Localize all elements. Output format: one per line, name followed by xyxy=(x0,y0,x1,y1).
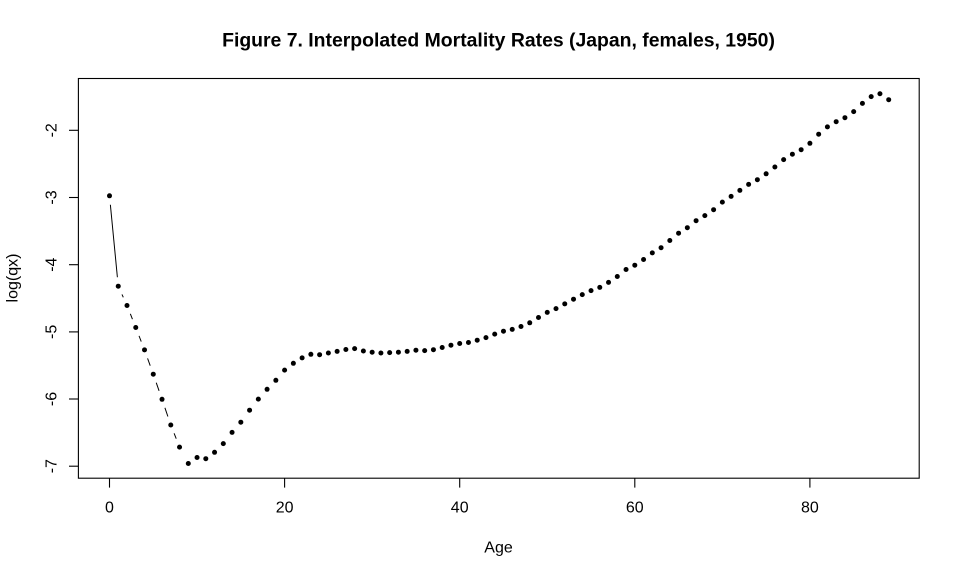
svg-text:-5: -5 xyxy=(44,325,61,339)
svg-text:-4: -4 xyxy=(44,257,61,271)
svg-text:-3: -3 xyxy=(44,190,61,204)
svg-text:60: 60 xyxy=(626,500,644,517)
svg-text:Age: Age xyxy=(484,540,513,557)
svg-text:Figure 7. Interpolated Mortali: Figure 7. Interpolated Mortality Rates (… xyxy=(222,30,775,52)
svg-text:40: 40 xyxy=(451,500,469,517)
svg-text:-7: -7 xyxy=(44,459,61,473)
svg-text:20: 20 xyxy=(276,500,294,517)
svg-text:-2: -2 xyxy=(44,123,61,137)
svg-text:-6: -6 xyxy=(44,392,61,406)
svg-text:80: 80 xyxy=(801,500,819,517)
svg-text:0: 0 xyxy=(105,500,114,517)
svg-text:log(qx): log(qx) xyxy=(5,254,22,303)
